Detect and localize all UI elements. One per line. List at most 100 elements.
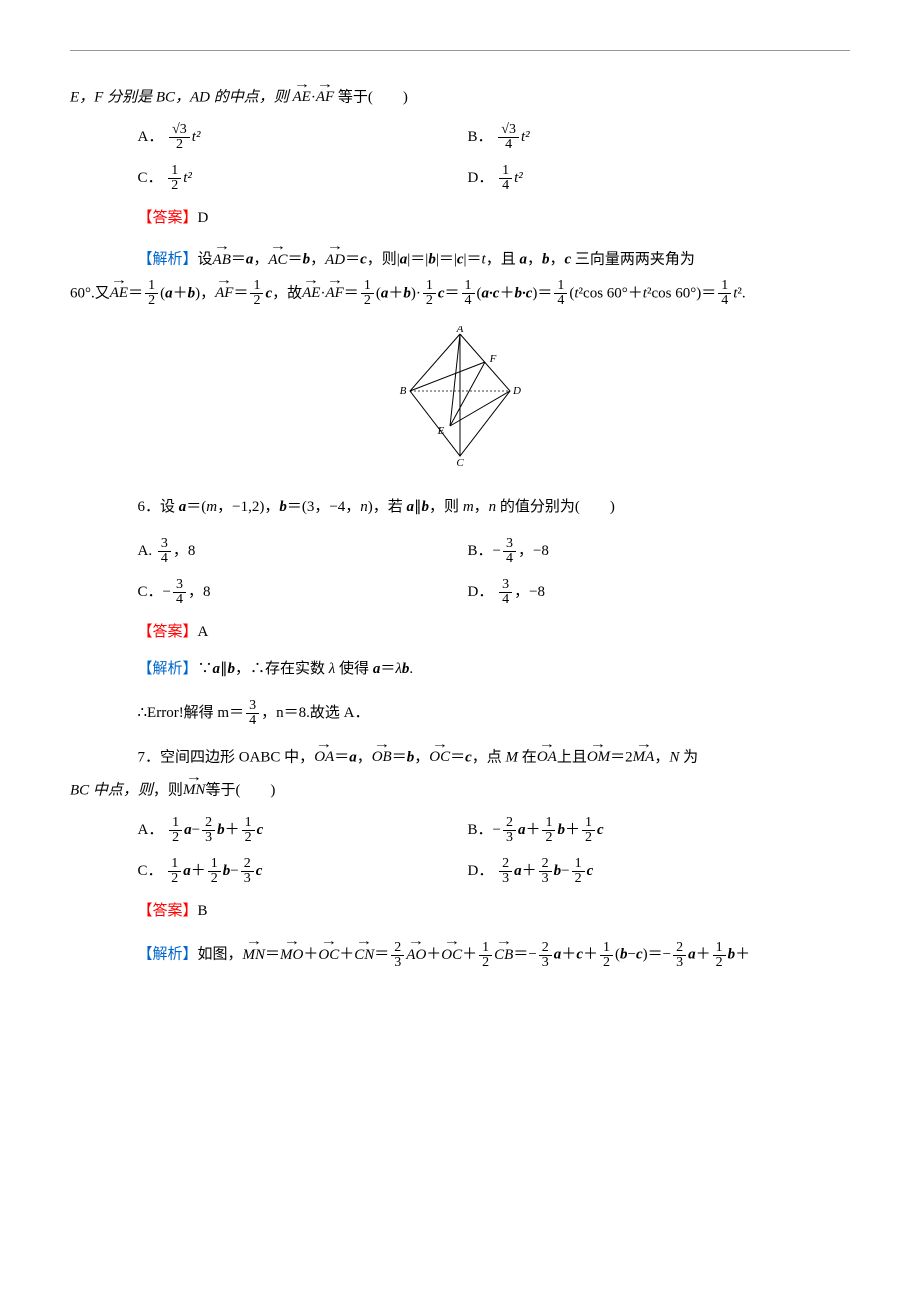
page: E，F 分别是 BC，AD 的中点，则 AE·AF 等于( ) A． √3 2 … [0,0,920,1014]
q6-answer-label: 【答案】 [138,624,198,640]
vec-AF: AF [316,82,334,111]
q7-m5: ＝2 [610,749,633,765]
vec-AF2: AF [215,278,233,307]
q7-answer-val: B [198,903,208,919]
figA: A [456,326,464,335]
q7-m6: ，N 为 [654,749,698,765]
q6-expl2-tail: ，n＝8.故选 A． [261,705,369,721]
q7-optC: C． 12a＋12b−23c [70,857,438,886]
q7-optA-label: A． [138,822,164,838]
q7-stem-line2: BC 中点，则，则MN等于( ) [70,775,850,804]
q7e-f4: 12 [600,941,613,970]
q7-expl-seg1: 如图， [198,947,243,963]
q7-stem-l2b: ，则 [153,782,183,798]
q5-options-row1: A． √3 2 t² B． √3 4 t² [70,123,850,152]
vec-CN: CN [354,939,374,968]
q7e-f1: 23 [391,941,404,970]
q7B-f2: 12 [542,816,555,845]
optA-frac: √3 2 [169,123,190,152]
q7-optC-label: C． [138,863,163,879]
q6-answer: 【答案】A [70,619,850,646]
vec-OA2: OA [537,742,557,771]
q5-optB: B． √3 4 t² [438,123,768,152]
q7-options-row1: A． 12a−23b＋12c B．−23a＋12b＋12c [70,816,850,845]
vec-OB: OB [372,742,392,771]
q6-answer-val: A [198,624,209,640]
q7e-f5: 23 [673,941,686,970]
q5-optD: D． 1 4 t² [438,164,768,193]
q7D-f1: 23 [499,857,512,886]
expl-seg4: ＝c，则|a|＝|b|＝|c|＝t，且 a，b，c 三向量两两夹角为 [345,252,695,268]
q6-optA-label: A. [138,543,153,559]
optD-frac: 1 4 [499,164,512,193]
q7-stem-tail: 等于( ) [205,782,275,798]
q7-options-row2: C． 12a＋12b−23c D． 23a＋23b−12c [70,857,850,886]
vec-AE3: AE [302,278,320,307]
vec-OM: OM [587,742,610,771]
optB-label: B． [468,129,493,145]
q7C-f2: 12 [208,857,221,886]
q7A-f2: 23 [202,816,215,845]
q6-expl2-frac: 3 4 [246,699,259,728]
q5-optA: A． √3 2 t² [70,123,438,152]
q7-stem-l2: BC 中点，则 [70,782,153,798]
optD-tail: t² [514,170,523,186]
q7-stem-pre: 7．空间四边形 OABC 中， [138,749,315,765]
f-14b: 14 [554,279,567,308]
top-rule [70,50,850,52]
q5-stem: E，F 分别是 BC，AD 的中点，则 AE·AF 等于( ) [70,82,850,111]
q7-explain: 【解析】如图，MN＝MO＋OC＋CN＝23AO＋OC＋12CB＝−23a＋c＋1… [70,939,850,969]
optB-tail: t² [521,129,530,145]
f-14a: 14 [462,279,475,308]
vec-OC3: OC [441,939,462,968]
q5-explain-line1: 【解析】设AB＝a，AC＝b，AD＝c，则|a|＝|b|＝|c|＝t，且 a，b… [70,244,850,273]
q6-stem: 6．设 a＝(m，−1,2)，b＝(3，−4，n)，若 a∥b，则 m，n 的值… [70,494,850,521]
q6-optD: D． 3 4 ，−8 [438,578,768,607]
expl-seg3: ＝b， [288,252,326,268]
f-12b: 12 [250,279,263,308]
q6-optC-tail: ，8 [188,584,211,600]
q5-explain-line2: 60°.又AE＝12(a＋b)，AF＝12c，故AE·AF＝12(a＋b)·12… [70,278,850,308]
q6-optA-tail: ，8 [173,543,196,559]
figF: F [489,353,497,365]
optD-label: D． [468,170,494,186]
optA-label: A． [138,129,164,145]
vec-MA: MA [633,742,655,771]
q6-explain-label: 【解析】 [138,661,198,677]
figB: B [400,385,407,397]
tetra-svg: A B C D E F [385,326,535,466]
q5-optC: C． 1 2 t² [70,164,438,193]
optC-label: C． [138,170,163,186]
q7-optD-label: D． [468,863,494,879]
q6-optB-label: B．− [468,543,501,559]
vec-AE2: AE [110,278,128,307]
explain-label: 【解析】 [138,252,198,268]
vec-AF3: AF [325,278,343,307]
expl-seg1: 设 [198,252,213,268]
optC-frac: 1 2 [168,164,181,193]
vec-OA: OA [314,742,334,771]
optB-frac: √3 4 [498,123,519,152]
figC: C [456,457,464,466]
q6-optC-frac: 3 4 [173,578,186,607]
q7-m1: ＝a， [334,749,372,765]
expl-seg2: ＝a， [231,252,269,268]
q7-m4: 上且 [557,749,587,765]
q7-answer: 【答案】B [70,898,850,925]
q5-answer: 【答案】D [70,205,850,232]
q7D-f2: 23 [539,857,552,886]
q7A-f1: 12 [169,816,182,845]
q7-optA: A． 12a−23b＋12c [70,816,438,845]
q5-stem-tail: 等于( ) [338,89,408,105]
q6-optB: B．− 3 4 ，−8 [438,537,768,566]
vec-AC: AC [268,244,287,273]
q7e-f6: 12 [713,941,726,970]
vec-CB: CB [494,939,513,968]
tetrahedron-figure: A B C D E F [70,326,850,476]
q7-answer-label: 【答案】 [138,903,198,919]
q6-optC-label: C．− [138,584,171,600]
q7e-f3: 23 [539,941,552,970]
q6-optD-tail: ，−8 [514,584,545,600]
q7B-f3: 12 [582,816,595,845]
expl2-pre: 60°.又 [70,285,110,301]
